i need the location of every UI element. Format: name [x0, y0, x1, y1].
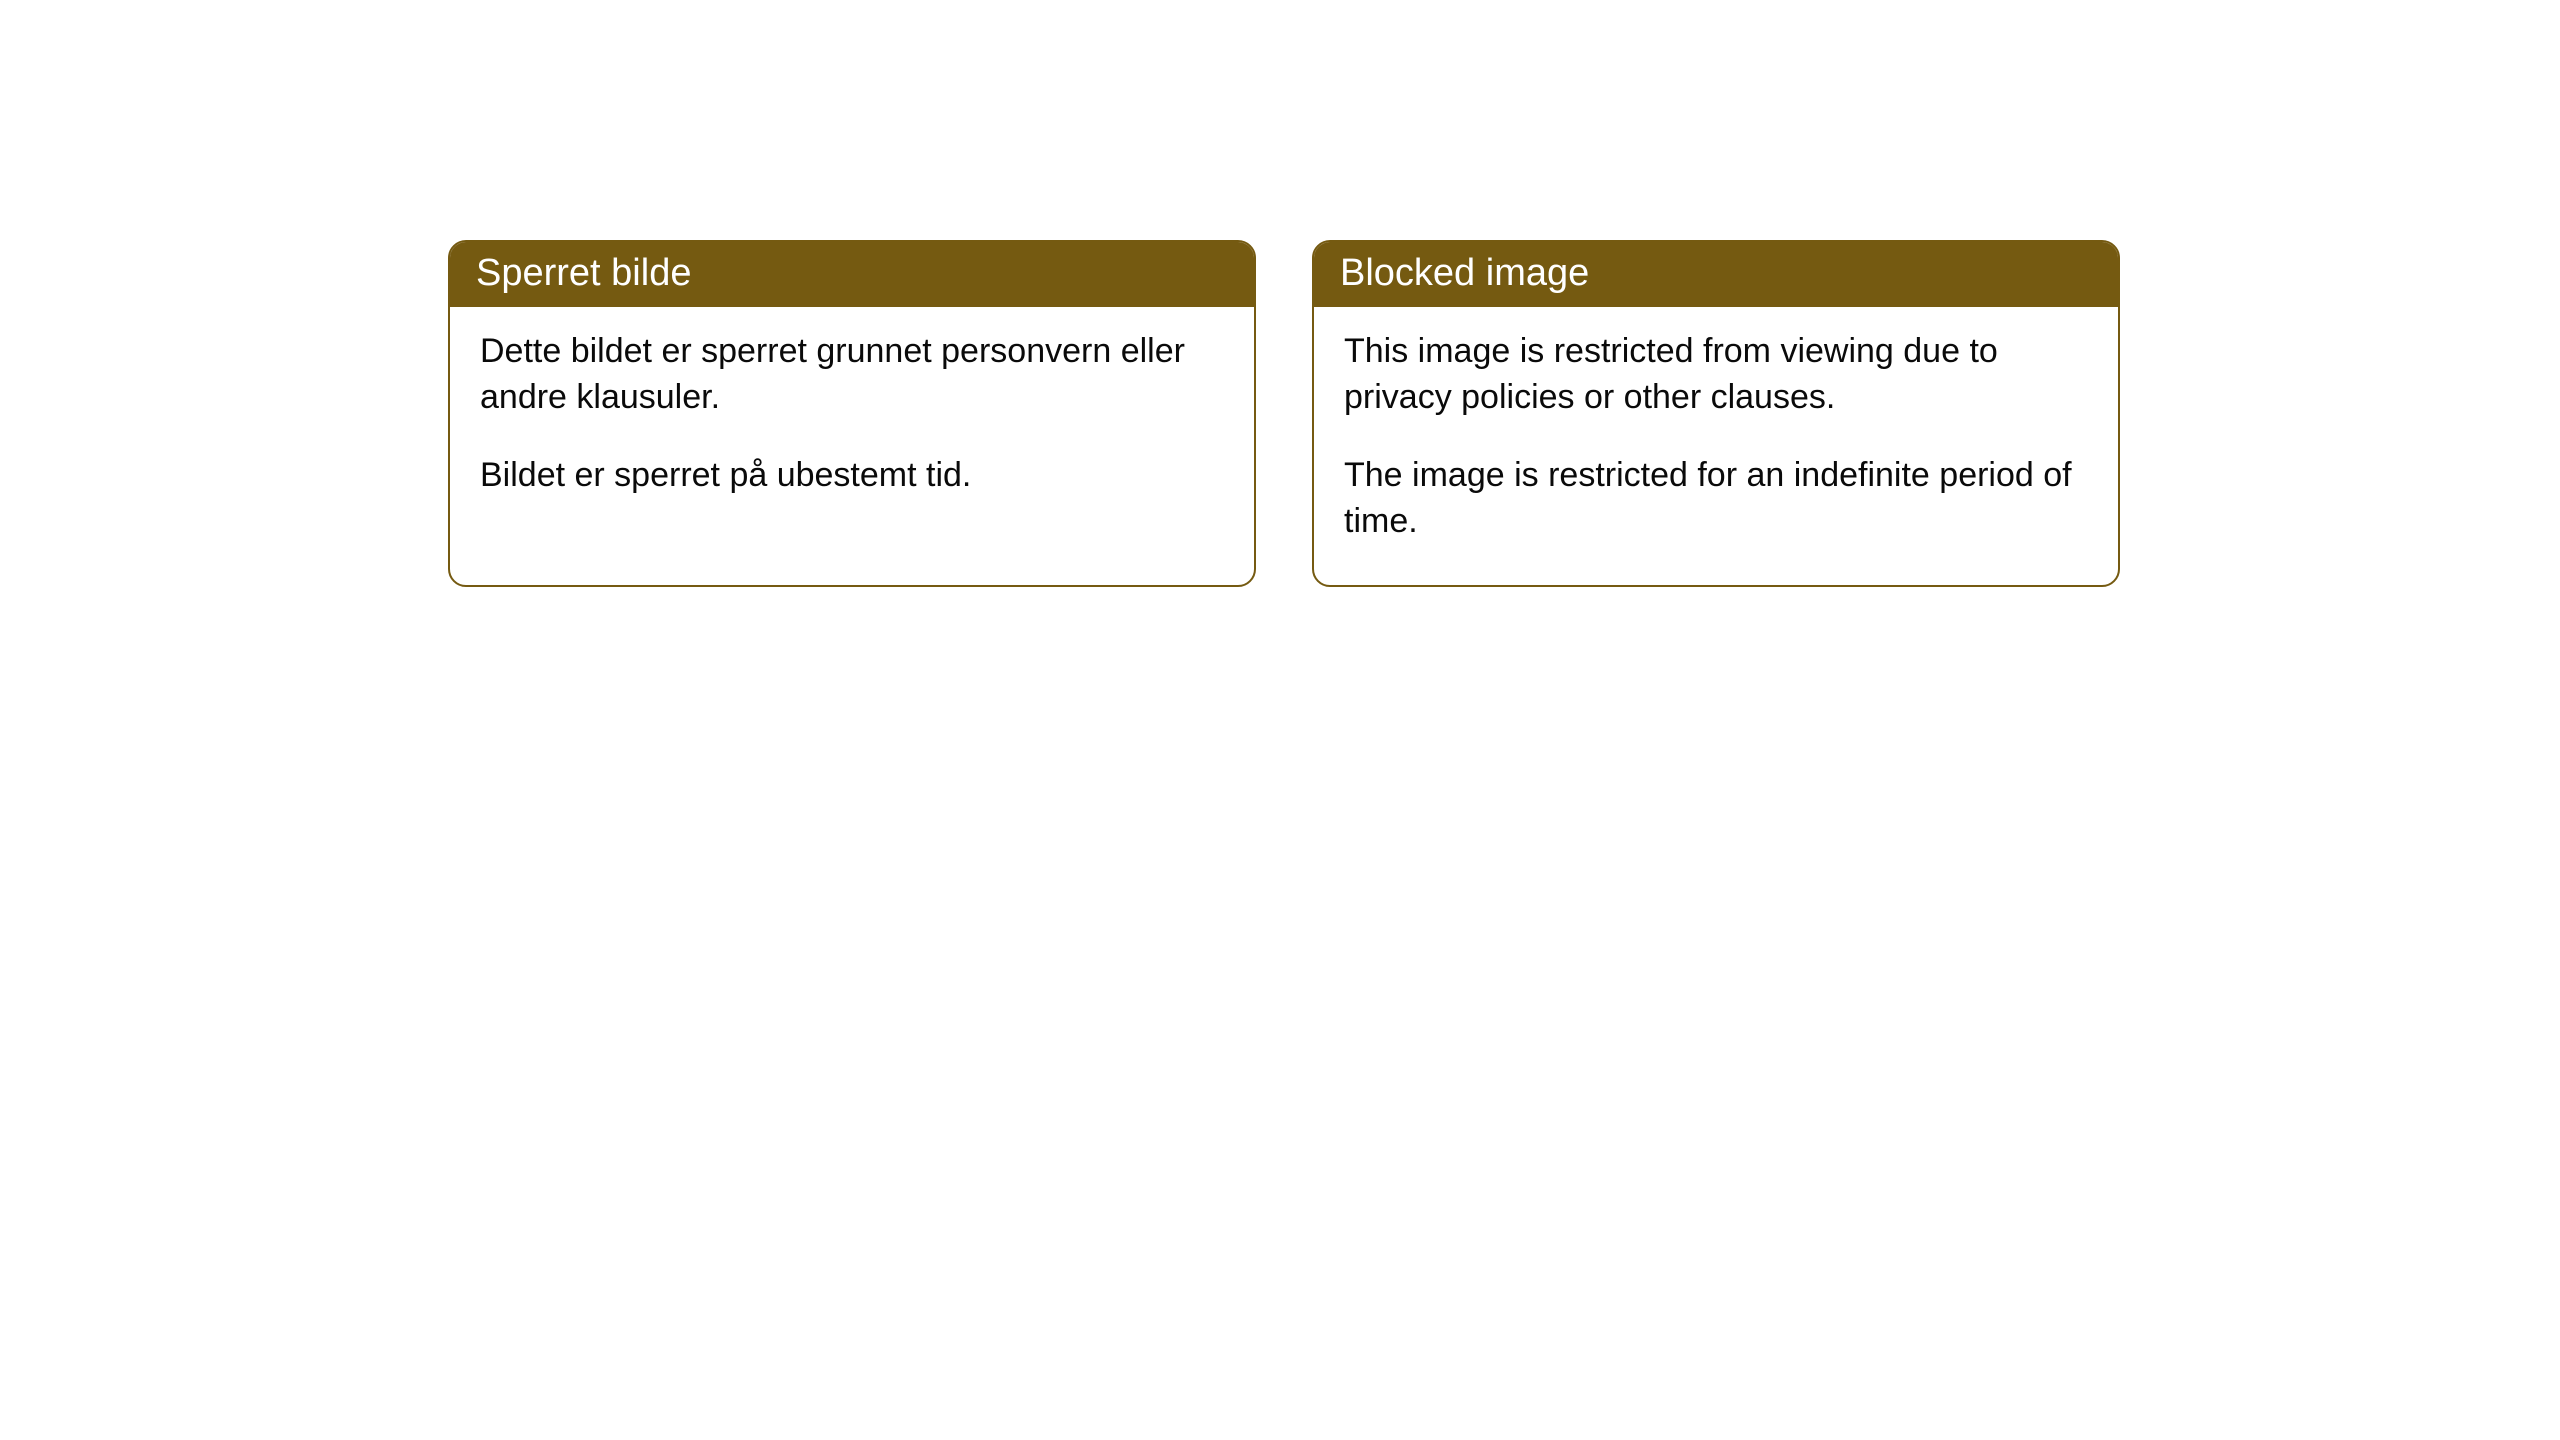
- card-body: Dette bildet er sperret grunnet personve…: [450, 307, 1254, 539]
- notice-card-norwegian: Sperret bilde Dette bildet er sperret gr…: [448, 240, 1256, 587]
- card-header: Sperret bilde: [450, 242, 1254, 307]
- notice-paragraph: Dette bildet er sperret grunnet personve…: [480, 329, 1224, 421]
- notice-paragraph: The image is restricted for an indefinit…: [1344, 453, 2088, 545]
- notice-container: Sperret bilde Dette bildet er sperret gr…: [0, 0, 2560, 587]
- notice-paragraph: Bildet er sperret på ubestemt tid.: [480, 453, 1224, 499]
- card-body: This image is restricted from viewing du…: [1314, 307, 2118, 585]
- notice-paragraph: This image is restricted from viewing du…: [1344, 329, 2088, 421]
- card-header: Blocked image: [1314, 242, 2118, 307]
- notice-card-english: Blocked image This image is restricted f…: [1312, 240, 2120, 587]
